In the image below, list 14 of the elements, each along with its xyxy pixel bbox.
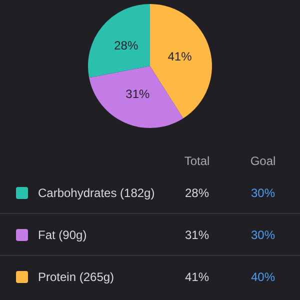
text: 40% [250, 270, 276, 284]
text: Goal [249, 154, 277, 168]
text: 31% [184, 228, 210, 242]
legend-label: Carbohydrates (182g) [38, 186, 156, 200]
text: 30% [250, 228, 276, 242]
legend-label: Protein (265g) [38, 270, 116, 284]
data-label: 28% [114, 38, 138, 53]
text: 41% [184, 270, 210, 284]
data-label: 31% [126, 86, 150, 101]
data-label: 41% [168, 50, 192, 64]
text: Total [183, 154, 211, 168]
legend-label: Fat (90g) [38, 228, 88, 242]
text: 30% [250, 186, 276, 200]
text: 28% [184, 186, 210, 200]
